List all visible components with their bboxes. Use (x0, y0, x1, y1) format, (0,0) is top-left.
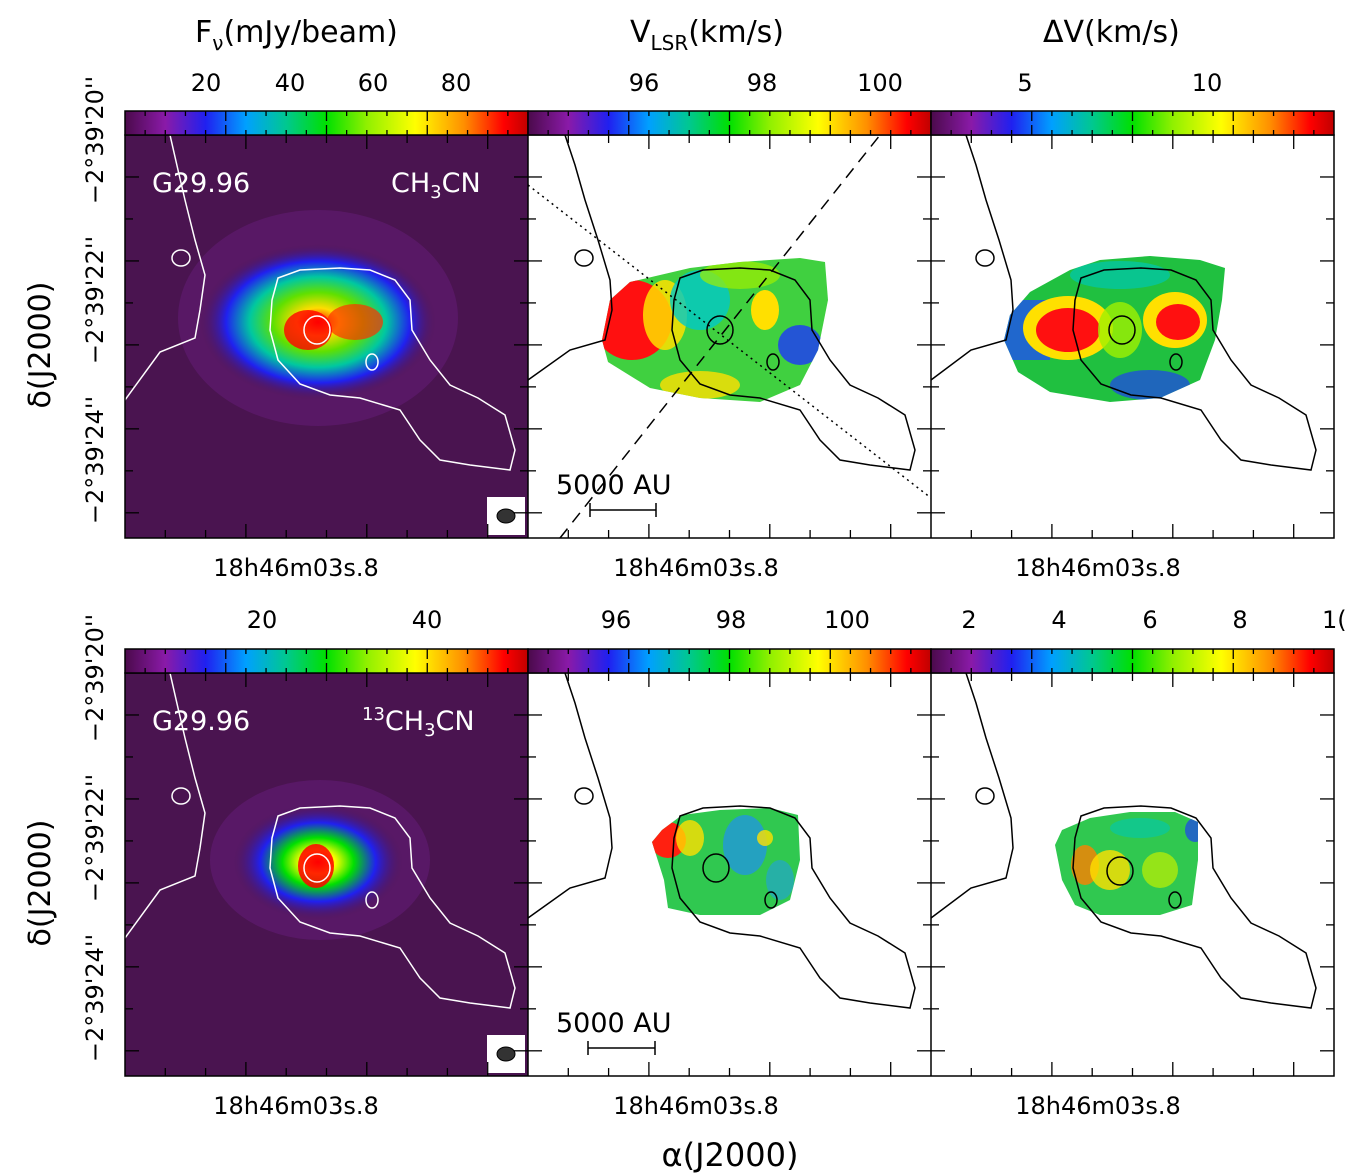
ytick-bot-22: −2°39'22'' (81, 774, 109, 902)
colorbar-title-dv: ΔV(km/s) (1043, 15, 1180, 50)
cb5-tick-96: 96 (601, 606, 632, 634)
contour-cm-small-w (171, 249, 191, 267)
cb2-tick-96: 96 (629, 69, 660, 97)
panel-dv-13ch3cn (930, 672, 1334, 1076)
cb1-tick-80: 80 (441, 69, 472, 97)
panel-vlsr-ch3cn: 5000 AU (527, 134, 932, 539)
contour-cm-core (269, 267, 516, 471)
source-label-bottom: G29.96 (152, 706, 250, 737)
scalebar-label-bottom: 5000 AU (556, 1008, 672, 1039)
pv-cut-dashed (559, 134, 881, 539)
colorbars (124, 110, 1335, 674)
xlabel: α(J2000) (662, 1136, 799, 1173)
cb4-tick-20: 20 (247, 606, 278, 634)
cb1-tick-60: 60 (358, 69, 389, 97)
line-label-bottom: 13CH3CN (362, 704, 475, 741)
source-label: G29.96 (152, 168, 250, 199)
beam-ellipse (496, 508, 516, 524)
cb1-tick-40: 40 (275, 69, 306, 97)
cb3-tick-10: 10 (1192, 69, 1223, 97)
cb4-tick-40: 40 (412, 606, 443, 634)
contour-cm-west (527, 134, 613, 381)
contour-cm-small-e (365, 353, 379, 371)
cb3-tick-5: 5 (1017, 69, 1032, 97)
xtick-p6: 18h46m03s.8 (1015, 1092, 1181, 1120)
contour-cm-west (124, 134, 206, 401)
cb6-tick-4: 4 (1051, 606, 1066, 634)
panel-flux-13ch3cn: G29.96 13CH3CN (124, 672, 528, 1076)
ytick-bot-24: −2°39'24'' (81, 934, 109, 1062)
xtick-p5: 18h46m03s.8 (613, 1092, 779, 1120)
xtick-p1: 18h46m03s.8 (213, 554, 379, 582)
ytick-top-20: −2°39'20'' (81, 76, 109, 204)
xtick-p2: 18h46m03s.8 (613, 554, 779, 582)
ytick-top-22: −2°39'22'' (81, 236, 109, 364)
panel-vlsr-13ch3cn: 5000 AU (527, 672, 931, 1076)
contour-cm-hmc (303, 315, 331, 345)
panel-flux-ch3cn: G29.96 CH3CN (124, 134, 528, 538)
cb2-tick-98: 98 (747, 69, 778, 97)
scalebar-label: 5000 AU (556, 470, 672, 501)
cb6-tick-10: 1( (1322, 606, 1347, 634)
colorbar-title-vlsr: VLSR(km/s) (630, 15, 784, 55)
xtick-p4: 18h46m03s.8 (213, 1092, 379, 1120)
cb6-tick-2: 2 (961, 606, 976, 634)
cb1-tick-20: 20 (191, 69, 222, 97)
ylabel-top: δ(J2000) (23, 282, 58, 409)
ytick-top-24: −2°39'24'' (81, 396, 109, 524)
ylabel-bottom: δ(J2000) (23, 820, 58, 947)
cb5-tick-98: 98 (716, 606, 747, 634)
colorbar-title-flux: Fν(mJy/beam) (195, 15, 398, 55)
flux-peak-east (327, 304, 383, 340)
xtick-p3: 18h46m03s.8 (1015, 554, 1181, 582)
panel-dv-ch3cn (930, 134, 1334, 538)
cb6-tick-8: 8 (1232, 606, 1247, 634)
ytick-bot-20: −2°39'20'' (81, 614, 109, 742)
cb2-tick-100: 100 (857, 69, 903, 97)
flux-peak (284, 310, 332, 350)
tick-marks (125, 111, 1334, 1076)
pv-cut-dotted (527, 184, 932, 499)
cb5-tick-100: 100 (824, 606, 870, 634)
cb6-tick-6: 6 (1142, 606, 1157, 634)
contour-cm-core (671, 267, 916, 471)
